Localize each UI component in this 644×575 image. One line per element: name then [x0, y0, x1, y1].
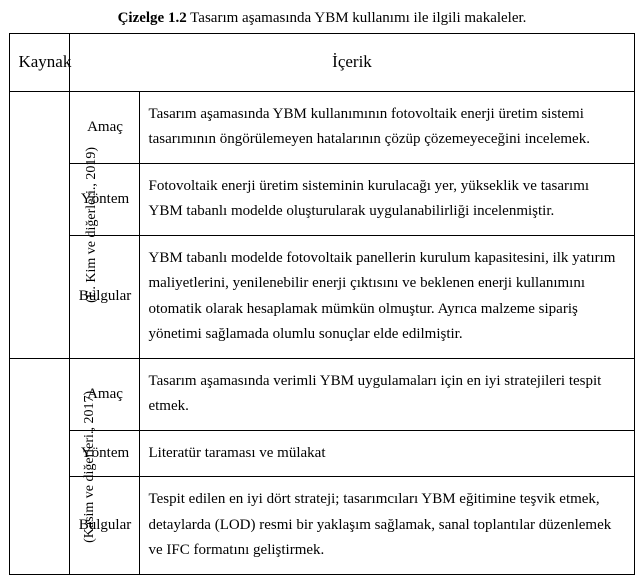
source-label: (E. Kim ve diğerleri., 2019) [81, 147, 105, 303]
caption-text: Tasarım aşamasında YBM kullanımı ile ilg… [187, 10, 527, 26]
header-source: Kaynak [10, 34, 70, 92]
table-row: Yöntem Literatür taraması ve mülakat [10, 430, 634, 477]
table-row: Bulgular Tespit edilen en iyi dört strat… [10, 477, 634, 575]
articles-table: Kaynak İçerik (E. Kim ve diğerleri., 201… [9, 33, 634, 575]
source-label: (Kasim ve diğerleri., 2017) [79, 391, 103, 543]
source-cell: (Kasim ve diğerleri., 2017) [10, 358, 70, 574]
table-caption: Çizelge 1.2 Tasarım aşamasında YBM kulla… [0, 10, 644, 27]
content-cell: Tespit edilen en iyi dört strateji; tasa… [140, 477, 634, 575]
table-row: (Kasim ve diğerleri., 2017) Amaç Tasarım… [10, 358, 634, 430]
content-cell: Tasarım aşamasında YBM kullanımının foto… [140, 91, 634, 163]
content-cell: Tasarım aşamasında verimli YBM uygulamal… [140, 358, 634, 430]
caption-label: Çizelge 1.2 [118, 10, 187, 26]
content-cell: YBM tabanlı modelde fotovoltaik paneller… [140, 235, 634, 358]
content-cell: Literatür taraması ve mülakat [140, 430, 634, 477]
source-cell: (E. Kim ve diğerleri., 2019) [10, 91, 70, 358]
content-cell: Fotovoltaik enerji üretim sisteminin kur… [140, 163, 634, 235]
table-header-row: Kaynak İçerik [10, 34, 634, 92]
header-content: İçerik [70, 34, 634, 92]
table-row: (E. Kim ve diğerleri., 2019) Amaç Tasarı… [10, 91, 634, 163]
